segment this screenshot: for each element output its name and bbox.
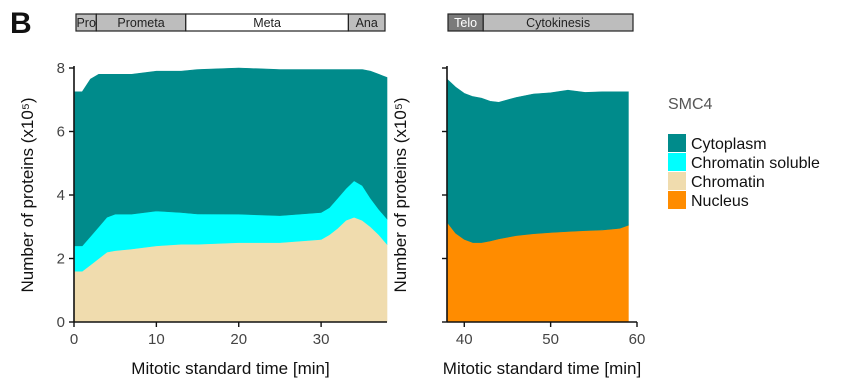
x-tick-label-right: 50 — [542, 331, 559, 348]
x-axis-title-right: Mitotic standard time [min] — [443, 359, 641, 378]
y-tick-label-left: 0 — [57, 314, 65, 331]
legend-label-cytoplasm: Cytoplasm — [691, 136, 767, 153]
legend-swatch-chromatin — [668, 172, 686, 190]
area-cytoplasm-right — [446, 78, 629, 243]
y-tick-label-left: 8 — [57, 60, 65, 77]
x-tick-label-right: 40 — [456, 331, 473, 348]
x-tick-label-left: 20 — [230, 331, 247, 348]
x-axis-title-left: Mitotic standard time [min] — [131, 359, 329, 378]
panel-letter: B — [10, 7, 32, 40]
phase-label-cytokinesis: Cytokinesis — [526, 16, 590, 30]
legend-label-chromatin: Chromatin — [691, 174, 765, 191]
chart-right: 40 50 60 Mitotic standard time [min] Number … — [391, 13, 646, 378]
x-tick-label-left: 0 — [70, 331, 78, 348]
y-tick-label-left: 2 — [57, 251, 65, 268]
chart-left: 0 2 4 6 8 0 10 20 30 Mitotic standard time [min] N… — [18, 13, 388, 378]
legend-swatch-cytoplasm — [668, 134, 686, 152]
y-axis-title-left: Number of proteins (x10⁵) — [18, 97, 37, 292]
phase-cytokinesis — [482, 13, 634, 32]
phase-label-telo: Telo — [454, 16, 477, 30]
legend-label-chromatin-soluble: Chromatin soluble — [691, 155, 820, 172]
legend-swatch-chromatin-soluble — [668, 153, 686, 171]
phase-label-meta: Meta — [253, 16, 281, 30]
legend-label-nucleus: Nucleus — [691, 193, 749, 210]
y-axis-title-right: Number of proteins (x10⁵) — [391, 97, 410, 292]
legend: SMC4 Cytoplasm Chromatin soluble Chromat… — [668, 96, 820, 210]
phase-ana — [347, 13, 386, 32]
phase-label-prometa: Prometa — [117, 16, 164, 30]
x-tick-label-right: 60 — [629, 331, 646, 348]
y-tick-label-left: 4 — [57, 187, 65, 204]
area-cytoplasm-left — [73, 67, 388, 247]
legend-swatch-nucleus — [668, 191, 686, 209]
phase-label-pro: Pro — [76, 16, 96, 30]
phase-label-ana: Ana — [356, 16, 378, 30]
x-tick-label-left: 10 — [148, 331, 165, 348]
y-tick-label-left: 6 — [57, 124, 65, 141]
legend-title: SMC4 — [668, 96, 713, 113]
x-tick-label-left: 30 — [313, 331, 330, 348]
